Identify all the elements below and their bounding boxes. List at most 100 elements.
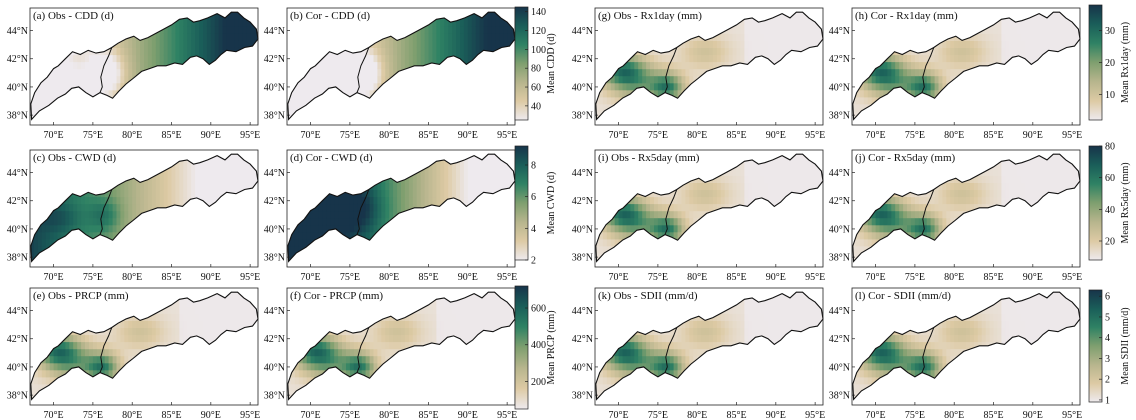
lon-tick-label: 90°E [766, 272, 786, 283]
lon-tick-label: 95°E [240, 272, 260, 283]
lat-tick-label: 44°N [264, 168, 285, 179]
colorbar-tick-label: 5 [1105, 312, 1110, 323]
lon-tick-label: 70°E [301, 130, 321, 141]
lon-tick-label: 95°E [805, 272, 825, 283]
panel-title: (j) Cor - Rx5day (mm) [855, 152, 956, 164]
lat-tick-label: 44°N [829, 306, 850, 317]
region-outline [287, 153, 516, 263]
lat-tick-label: 38°N [829, 111, 850, 122]
colorbar-ramp [514, 145, 529, 261]
subregion-boundary [921, 47, 935, 93]
lat-tick-label: 44°N [7, 306, 28, 317]
map-frame [851, 149, 1081, 268]
lat-tick-label: 42°N [7, 196, 28, 207]
lon-tick-label: 95°E [1062, 410, 1082, 420]
lon-tick-label: 75°E [905, 130, 925, 141]
region-outline [852, 291, 1081, 401]
lat-tick-label: 44°N [572, 26, 593, 37]
subregion-boundary [99, 327, 113, 373]
shaded-field [595, 292, 823, 400]
lon-tick-label: 70°E [301, 272, 321, 283]
subregion-boundary [356, 189, 370, 235]
lon-tick-label: 75°E [83, 272, 103, 283]
colorbar-tick-label: 40 [531, 101, 541, 112]
lat-tick-label: 38°N [829, 391, 850, 402]
lon-tick-label: 70°E [609, 410, 629, 420]
lat-tick-label: 42°N [572, 334, 593, 345]
lon-tick-label: 70°E [866, 272, 886, 283]
lon-tick-label: 80°E [687, 272, 707, 283]
lat-tick-label: 44°N [7, 168, 28, 179]
colorbar-tick-label: 8 [531, 161, 536, 172]
lat-tick-label: 44°N [264, 306, 285, 317]
region-outline [30, 291, 259, 401]
lon-tick-label: 95°E [240, 130, 260, 141]
colorbar-tick-label: 4 [1105, 333, 1110, 344]
lon-tick-label: 75°E [648, 130, 668, 141]
map-panel-f: (f) Cor - PRCP (mm) 70°E 75°E 80°E 85°E 90°E 9… [264, 287, 517, 420]
map-frame [594, 287, 824, 406]
lat-tick-label: 38°N [264, 391, 285, 402]
colorbar-tick-label: 200 [531, 377, 546, 388]
lat-tick-label: 44°N [829, 26, 850, 37]
map-panel-l: (l) Cor - SDII (mm/d) 70°E 75°E 80°E 85°E 90°… [829, 287, 1082, 420]
subregion-boundary [99, 189, 113, 235]
lat-tick-label: 42°N [829, 334, 850, 345]
lat-tick-label: 38°N [829, 253, 850, 264]
lat-tick-label: 38°N [572, 253, 593, 264]
region-outline [30, 153, 259, 263]
lat-tick-label: 40°N [7, 224, 28, 235]
lon-tick-label: 80°E [122, 410, 142, 420]
colorbar-cdd: 40 60 80 100 120 140 Mean CDD (d) [514, 6, 557, 121]
lon-tick-label: 75°E [83, 130, 103, 141]
lon-tick-label: 90°E [766, 410, 786, 420]
lon-tick-label: 90°E [458, 130, 478, 141]
map-panel-i: (i) Obs - Rx5day (mm) 70°E 75°E 80°E 85°E 90°… [572, 149, 825, 283]
colorbar-ramp [514, 6, 529, 121]
region-outline [595, 11, 824, 121]
lon-tick-label: 90°E [1023, 130, 1043, 141]
lon-tick-label: 85°E [161, 130, 181, 141]
shaded-field [287, 12, 515, 120]
lon-tick-label: 70°E [609, 272, 629, 283]
map-frame [851, 287, 1081, 406]
shaded-field [852, 154, 1080, 262]
lon-tick-label: 85°E [726, 272, 746, 283]
colorbar-sdii: 1 2 3 4 5 6 Mean SDII (mm/d) [1088, 289, 1131, 406]
lon-tick-label: 80°E [687, 130, 707, 141]
lat-tick-label: 38°N [264, 253, 285, 264]
lon-tick-label: 95°E [1062, 130, 1082, 141]
map-frame [851, 7, 1081, 126]
lon-tick-label: 80°E [379, 410, 399, 420]
lon-tick-label: 85°E [418, 130, 438, 141]
lon-tick-label: 90°E [458, 410, 478, 420]
lon-tick-label: 90°E [201, 272, 221, 283]
map-panel-c: (c) Obs - CWD (d) 70°E 75°E 80°E 85°E 90°E 95°… [7, 149, 260, 283]
subregion-boundary [921, 189, 935, 235]
shaded-field [30, 292, 258, 400]
lat-tick-label: 42°N [829, 196, 850, 207]
lon-tick-label: 75°E [340, 272, 360, 283]
map-panel-j: (j) Cor - Rx5day (mm) 70°E 75°E 80°E 85°E 90°… [829, 149, 1082, 283]
map-panels: (a) Obs - CDD (d) 70°E 75°E 80°E 85°E 90°E 95°… [7, 7, 1082, 420]
lat-tick-label: 40°N [829, 224, 850, 235]
map-panel-e: (e) Obs - PRCP (mm) 70°E 75°E 80°E 85°E 90°E 9… [7, 287, 260, 420]
colorbar-tick-label: 30 [1105, 26, 1115, 37]
lat-tick-label: 40°N [264, 224, 285, 235]
lat-tick-label: 40°N [572, 362, 593, 373]
shaded-field [595, 154, 823, 262]
lat-tick-label: 42°N [829, 54, 850, 65]
region-outline [852, 153, 1081, 263]
map-frame [594, 7, 824, 126]
region-outline [595, 153, 824, 263]
lon-tick-label: 75°E [905, 410, 925, 420]
map-frame [29, 7, 259, 126]
colorbar-ramp [514, 285, 529, 410]
region-outline [287, 11, 516, 121]
shaded-field [30, 154, 258, 262]
lon-tick-label: 70°E [44, 410, 64, 420]
lon-tick-label: 85°E [726, 130, 746, 141]
map-panel-k: (k) Obs - SDII (mm/d) 70°E 75°E 80°E 85°E 90°… [572, 287, 825, 420]
